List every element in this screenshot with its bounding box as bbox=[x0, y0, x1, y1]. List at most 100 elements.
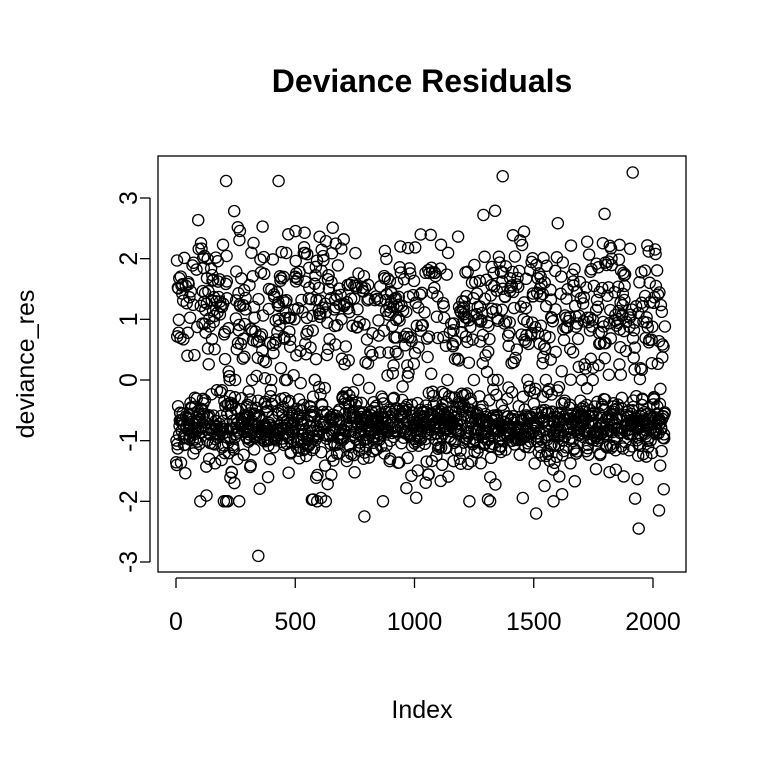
data-point bbox=[320, 348, 334, 362]
data-point bbox=[563, 342, 577, 356]
data-point bbox=[424, 367, 438, 381]
data-point bbox=[223, 389, 237, 403]
data-point bbox=[187, 256, 200, 269]
data-point bbox=[253, 482, 266, 495]
data-point bbox=[253, 330, 267, 343]
data-point bbox=[335, 313, 348, 326]
data-point bbox=[392, 290, 406, 304]
data-point bbox=[247, 236, 260, 250]
data-point bbox=[269, 333, 283, 346]
data-point bbox=[628, 363, 641, 376]
data-point bbox=[627, 351, 640, 364]
data-point bbox=[563, 398, 577, 412]
data-point bbox=[223, 373, 236, 387]
data-point bbox=[199, 326, 212, 339]
data-point bbox=[304, 409, 317, 423]
data-point bbox=[254, 253, 267, 266]
data-point bbox=[657, 482, 670, 496]
data-point bbox=[170, 254, 184, 267]
data-point bbox=[467, 373, 481, 387]
data-point bbox=[311, 468, 324, 482]
data-point bbox=[351, 373, 365, 387]
data-point bbox=[213, 295, 227, 308]
data-point bbox=[546, 463, 560, 476]
data-point bbox=[378, 244, 392, 258]
x-tick-label: 0 bbox=[169, 608, 183, 636]
data-point bbox=[602, 368, 616, 381]
data-point bbox=[174, 456, 188, 469]
data-point bbox=[517, 225, 531, 238]
data-point bbox=[551, 216, 565, 230]
data-point bbox=[632, 522, 645, 535]
data-point bbox=[529, 507, 543, 520]
data-point bbox=[407, 357, 421, 370]
data-point bbox=[553, 470, 566, 483]
data-point bbox=[612, 253, 626, 266]
data-point bbox=[332, 447, 346, 460]
data-point bbox=[340, 296, 354, 309]
data-point bbox=[626, 332, 640, 345]
data-point bbox=[604, 332, 618, 345]
data-point bbox=[396, 380, 409, 393]
data-point bbox=[330, 289, 343, 302]
y-axis-label: deviance_res bbox=[12, 290, 40, 439]
data-point bbox=[348, 466, 361, 479]
data-point bbox=[270, 285, 284, 299]
data-point bbox=[380, 252, 393, 266]
data-point bbox=[616, 287, 630, 301]
data-point bbox=[312, 380, 326, 394]
data-point bbox=[338, 357, 351, 371]
data-point bbox=[536, 357, 549, 370]
x-tick-label: 2000 bbox=[625, 608, 681, 636]
data-point bbox=[654, 382, 667, 396]
data-point bbox=[222, 365, 235, 378]
data-point bbox=[474, 456, 488, 470]
data-point bbox=[402, 366, 415, 379]
data-point bbox=[332, 282, 346, 295]
data-point bbox=[483, 332, 496, 346]
data-point bbox=[630, 389, 643, 403]
data-point bbox=[489, 478, 502, 491]
data-point bbox=[640, 311, 653, 324]
data-point bbox=[527, 289, 540, 303]
data-point bbox=[175, 279, 188, 292]
data-point bbox=[351, 320, 364, 334]
y-tick-label: 3 bbox=[115, 191, 143, 205]
data-point bbox=[642, 245, 655, 258]
data-point bbox=[295, 293, 308, 307]
y-tick-label: 2 bbox=[115, 252, 143, 266]
data-point bbox=[576, 418, 589, 431]
data-point bbox=[279, 246, 293, 260]
y-tick-label: -3 bbox=[115, 551, 143, 573]
data-point bbox=[215, 453, 228, 467]
data-point bbox=[590, 293, 604, 307]
data-point bbox=[651, 357, 665, 371]
data-point bbox=[252, 549, 265, 563]
data-point bbox=[342, 354, 355, 367]
data-point bbox=[631, 472, 644, 486]
data-point bbox=[481, 345, 495, 358]
data-point bbox=[641, 321, 655, 334]
data-point bbox=[181, 349, 194, 363]
data-point bbox=[648, 243, 662, 256]
data-point bbox=[283, 340, 297, 353]
data-point bbox=[322, 282, 336, 296]
data-point bbox=[219, 174, 233, 188]
data-point bbox=[413, 288, 427, 301]
data-point bbox=[447, 454, 460, 468]
data-point bbox=[182, 277, 195, 291]
data-point bbox=[544, 283, 557, 297]
data-point bbox=[358, 510, 371, 523]
data-point bbox=[581, 441, 594, 455]
data-point bbox=[510, 343, 524, 356]
data-point bbox=[559, 441, 573, 454]
data-point bbox=[358, 318, 371, 331]
data-point bbox=[399, 305, 413, 318]
data-point bbox=[503, 316, 516, 329]
data-point bbox=[652, 504, 666, 517]
data-point bbox=[645, 356, 659, 370]
data-point bbox=[401, 451, 414, 465]
data-point bbox=[482, 319, 495, 333]
data-point bbox=[473, 274, 487, 288]
data-point bbox=[420, 455, 433, 468]
